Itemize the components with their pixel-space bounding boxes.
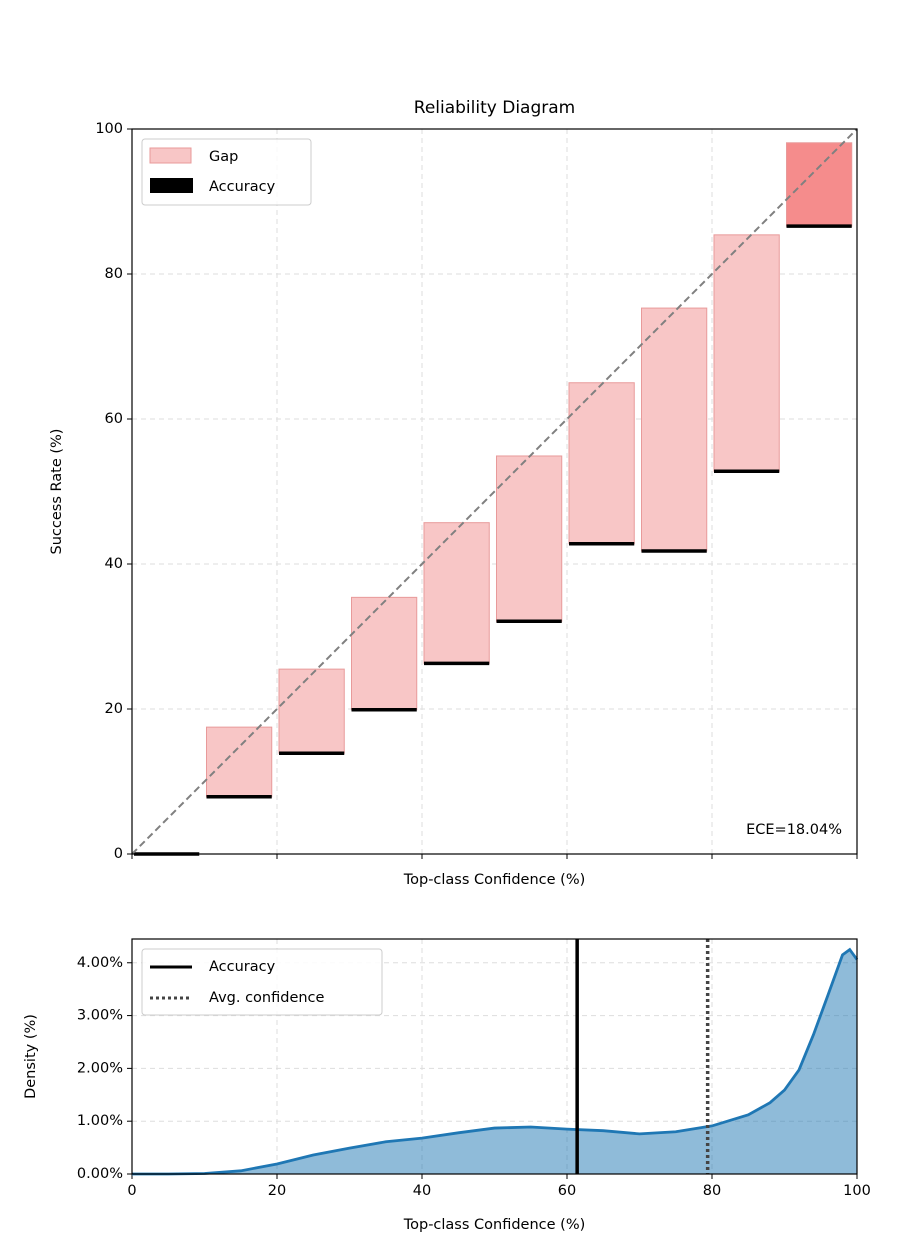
- y-tick-label: 40: [105, 556, 123, 572]
- gap-bar: [786, 142, 853, 227]
- diagonal: [131, 128, 858, 855]
- legend-label: Accuracy: [209, 959, 276, 975]
- y-tick-label: 80: [105, 266, 123, 282]
- annotation: ECE=18.04%: [746, 822, 842, 838]
- plot-frame: [131, 128, 858, 855]
- density-line: [132, 947, 859, 1176]
- chart-title: Reliability Diagram: [414, 98, 575, 118]
- legend-label: Accuracy: [209, 179, 276, 195]
- y-axis-label: Success Rate (%): [49, 429, 65, 555]
- legend-swatch: [149, 147, 192, 164]
- x-axis-label: Top-class Confidence (%): [403, 1217, 586, 1233]
- gap-bar: [206, 726, 273, 798]
- x-tick-label: 20: [268, 1183, 286, 1199]
- x-tick-label: 60: [558, 1183, 576, 1199]
- y-tick-label: 0: [114, 846, 123, 862]
- x-axis-label: Top-class Confidence (%): [403, 872, 586, 888]
- gap-bar: [351, 596, 418, 711]
- x-tick-label: 40: [413, 1183, 431, 1199]
- gap-bar: [423, 522, 490, 664]
- y-tick-label: 3.00%: [77, 1008, 123, 1024]
- y-axis-label: Density (%): [23, 1014, 39, 1099]
- gap-bar: [641, 307, 708, 552]
- gap-bar: [568, 382, 635, 545]
- y-tick-label: 20: [105, 701, 123, 717]
- legend-label: Avg. confidence: [209, 990, 325, 1006]
- gap-bar: [278, 668, 345, 754]
- legend-box: [141, 948, 383, 1016]
- legend-label: Gap: [209, 149, 238, 165]
- y-tick-label: 100: [95, 121, 123, 137]
- y-tick-label: 2.00%: [77, 1060, 123, 1076]
- plot-frame: [131, 938, 858, 1175]
- y-tick-label: 1.00%: [77, 1113, 123, 1129]
- legend-swatch: [150, 178, 193, 193]
- gap-bar: [496, 455, 563, 622]
- gap-bar: [713, 234, 780, 472]
- y-tick-label: 60: [105, 411, 123, 427]
- x-tick-label: 80: [703, 1183, 721, 1199]
- y-tick-label: 4.00%: [77, 955, 123, 971]
- x-tick-label: 0: [127, 1183, 136, 1199]
- x-tick-label: 100: [843, 1183, 871, 1199]
- y-tick-label: 0.00%: [77, 1166, 123, 1182]
